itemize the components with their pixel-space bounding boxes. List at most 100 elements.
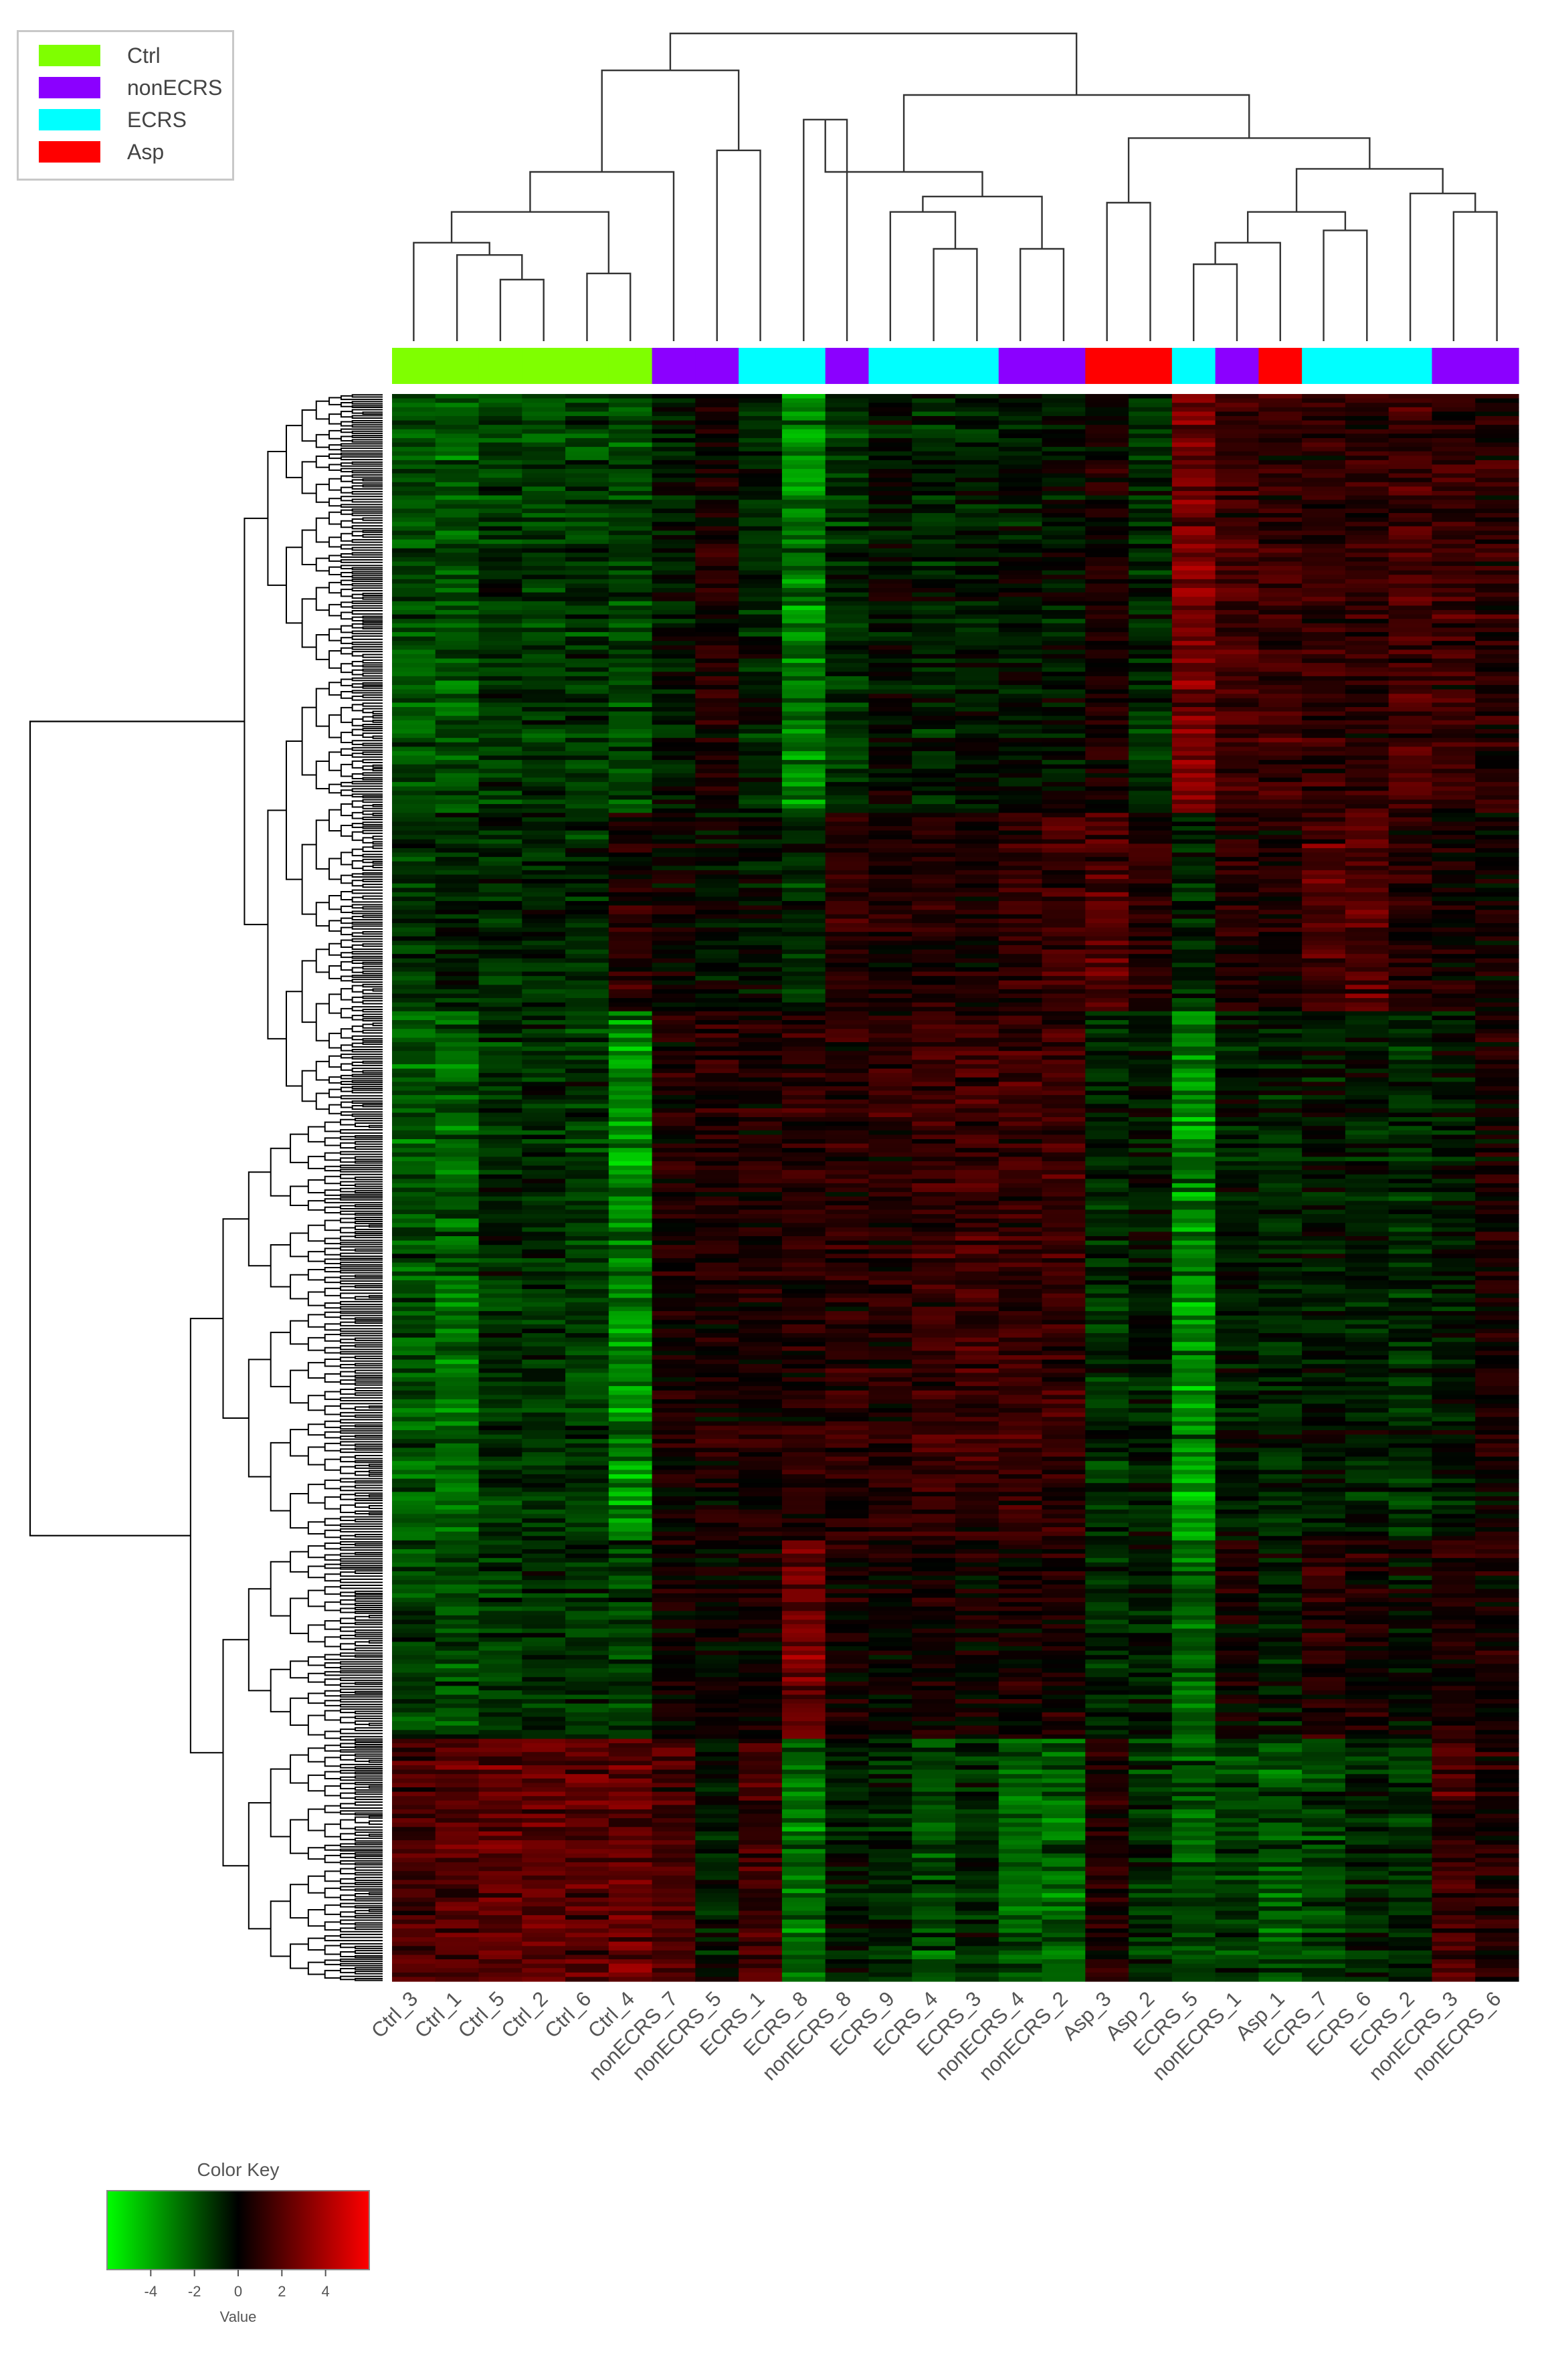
heatmap-cell	[998, 478, 1043, 483]
heatmap-cell	[1302, 1007, 1346, 1012]
heatmap-cell	[478, 588, 522, 593]
heatmap-cell	[652, 825, 696, 831]
heatmap-cell	[1042, 553, 1086, 558]
heatmap-cell	[1475, 874, 1519, 880]
heatmap-cell	[955, 1095, 999, 1100]
heatmap-cell	[912, 976, 956, 981]
heatmap-cell	[1042, 901, 1086, 906]
heatmap-cell	[1475, 508, 1519, 514]
heatmap-cell	[1042, 835, 1086, 840]
heatmap-cell	[1302, 517, 1346, 522]
dendrogram-branch	[340, 1118, 356, 1126]
heatmap-cell	[695, 1055, 739, 1060]
heatmap-cell	[1171, 755, 1216, 761]
heatmap-cell	[695, 658, 739, 664]
heatmap-cell	[1432, 830, 1476, 835]
heatmap-cell	[1302, 923, 1346, 928]
heatmap-cell	[998, 967, 1043, 973]
heatmap-cell	[695, 883, 739, 888]
heatmap-cell	[652, 437, 696, 443]
dendrogram-branch	[301, 529, 316, 565]
heatmap-cell	[1302, 844, 1346, 849]
heatmap-cell	[1171, 892, 1216, 898]
heatmap-cell	[912, 914, 956, 920]
heatmap-cell	[1258, 689, 1303, 694]
heatmap-cell	[1171, 609, 1216, 615]
heatmap-cell	[1258, 623, 1303, 628]
heatmap-cell	[1432, 469, 1476, 474]
dendrogram-branch	[362, 759, 383, 764]
heatmap-cell	[1302, 1051, 1346, 1056]
heatmap-cell	[1475, 782, 1519, 787]
heatmap-cell	[912, 786, 956, 791]
heatmap-cell	[1432, 751, 1476, 757]
heatmap-cell	[1085, 1011, 1129, 1017]
heatmap-cell	[1475, 680, 1519, 686]
dendrogram-branch	[340, 1547, 383, 1551]
heatmap-cell	[781, 619, 826, 624]
heatmap-cell	[781, 716, 826, 721]
heatmap-cell	[478, 813, 522, 818]
dendrogram-branch	[340, 1848, 383, 1852]
heatmap-cell	[652, 1020, 696, 1025]
heatmap-cell	[1171, 469, 1216, 474]
heatmap-cell	[1345, 504, 1389, 509]
heatmap-cell	[912, 755, 956, 761]
heatmap-cell	[1042, 918, 1086, 924]
heatmap-cell	[652, 623, 696, 628]
dendrogram-branch	[355, 1498, 383, 1502]
heatmap-cell	[478, 728, 522, 734]
dendrogram-branch	[529, 171, 675, 341]
heatmap-cell	[435, 407, 480, 412]
heatmap-cell	[1475, 561, 1519, 567]
heatmap-cell	[1085, 742, 1129, 747]
heatmap-cell	[825, 495, 870, 500]
heatmap-cell	[1085, 631, 1129, 637]
heatmap-cell	[955, 940, 999, 946]
heatmap-cell	[435, 795, 480, 801]
heatmap-cell	[608, 1015, 653, 1021]
dendrogram-branch	[340, 1411, 383, 1417]
heatmap-cell	[912, 1095, 956, 1100]
heatmap-cell	[478, 896, 522, 902]
heatmap-cell	[1388, 667, 1433, 672]
heatmap-cell	[1432, 566, 1476, 571]
heatmap-cell	[1388, 526, 1433, 531]
heatmap-cell	[955, 667, 999, 672]
heatmap-cell	[1171, 940, 1216, 946]
heatmap-cell	[998, 631, 1043, 637]
heatmap-cell	[1432, 1060, 1476, 1065]
heatmap-cell	[1475, 619, 1519, 624]
heatmap-cell	[1432, 411, 1476, 417]
dendrogram-branch	[372, 803, 383, 807]
heatmap-cell	[652, 658, 696, 664]
heatmap-cell	[955, 835, 999, 840]
heatmap-cell	[522, 795, 566, 801]
heatmap-cell	[435, 870, 480, 876]
heatmap-cell	[1475, 1042, 1519, 1048]
heatmap-cell	[1042, 940, 1086, 946]
dendrogram-branch	[328, 1088, 341, 1098]
heatmap-cell	[781, 989, 826, 995]
heatmap-cell	[912, 936, 956, 941]
heatmap-cell	[392, 720, 436, 725]
heatmap-cell	[1171, 526, 1216, 531]
heatmap-cell	[522, 1068, 566, 1074]
heatmap-cell	[1129, 1042, 1173, 1048]
heatmap-cell	[955, 1055, 999, 1060]
heatmap-cell	[1171, 874, 1216, 880]
heatmap-cell	[1475, 786, 1519, 791]
heatmap-cell	[1042, 747, 1086, 752]
heatmap-cell	[478, 786, 522, 791]
heatmap-cell	[695, 1064, 739, 1070]
dendrogram-branch	[340, 1516, 383, 1522]
heatmap-cell	[1042, 539, 1086, 544]
heatmap-cell	[1215, 394, 1259, 399]
heatmap-cell	[1302, 998, 1346, 1003]
heatmap-cell	[695, 799, 739, 805]
heatmap-cell	[565, 861, 609, 866]
heatmap-cell	[781, 1108, 826, 1114]
heatmap-cell	[912, 1015, 956, 1021]
heatmap-cell	[1302, 813, 1346, 818]
heatmap-cell	[825, 645, 870, 650]
